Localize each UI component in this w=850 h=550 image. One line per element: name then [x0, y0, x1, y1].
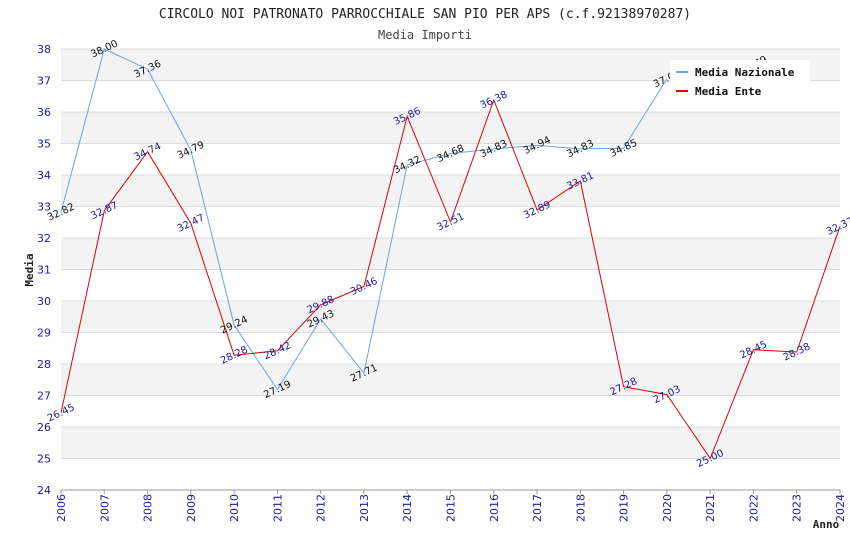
x-tick-label: 2006: [55, 494, 68, 522]
legend: Media Nazionale Media Ente: [670, 60, 810, 102]
y-tick-label: 27: [37, 390, 51, 403]
x-tick-label: 2010: [228, 494, 241, 522]
x-tick-label: 2008: [142, 494, 155, 522]
x-tick-label: 2013: [358, 494, 371, 522]
y-tick-label: 25: [37, 453, 51, 466]
y-tick-label: 31: [37, 264, 51, 277]
x-tick-label: 2018: [574, 494, 587, 522]
grid-band: [61, 301, 840, 333]
x-tick-label: 2014: [401, 494, 414, 522]
grid-band: [61, 427, 840, 459]
y-tick-label: 37: [37, 75, 51, 88]
x-tick-label: 2024: [834, 494, 847, 522]
x-tick-label: 2016: [488, 494, 501, 522]
series-line-media-ente: [60, 98, 841, 460]
x-tick-label: 2011: [271, 494, 284, 522]
legend-label: Media Ente: [695, 85, 762, 98]
x-tick-label: 2020: [661, 494, 674, 522]
y-tick-label: 34: [37, 169, 51, 182]
y-tick-label: 26: [37, 421, 51, 434]
x-tick-label: 2007: [98, 494, 111, 522]
x-tick-label: 2023: [791, 494, 804, 522]
x-tick-label: 2017: [531, 494, 544, 522]
series-lines: [60, 49, 841, 460]
y-tick-label: 35: [37, 138, 51, 151]
x-axis-label: Anno: [813, 518, 840, 531]
y-tick-label: 33: [37, 201, 51, 214]
y-tick-label: 30: [37, 295, 51, 308]
grid-band: [61, 395, 840, 427]
x-tick-label: 2019: [618, 494, 631, 522]
legend-box: [670, 60, 810, 102]
grid-band: [61, 332, 840, 364]
x-tick-label: 2021: [704, 494, 717, 522]
grid-band: [61, 238, 840, 270]
x-tick-label: 2012: [315, 494, 328, 522]
x-tick-label: 2009: [185, 494, 198, 522]
chart-title: CIRCOLO NOI PATRONATO PARROCCHIALE SAN P…: [159, 7, 691, 22]
chart-subtitle: Media Importi: [378, 28, 472, 42]
y-axis-label: Media: [23, 253, 36, 286]
grid-band: [61, 143, 840, 175]
grid-band: [61, 458, 840, 490]
y-tick-label: 32: [37, 232, 51, 245]
x-tick-label: 2022: [747, 494, 760, 522]
grid-band: [61, 175, 840, 207]
y-tick-label: 28: [37, 358, 51, 371]
gridlines: [60, 48, 841, 494]
y-axis-ticks: 24 25 26 27 28 29 30 31 32 33 34 35 36 37 38: [37, 43, 51, 497]
grid-band: [61, 112, 840, 144]
x-tick-label: 2015: [445, 494, 458, 522]
y-tick-label: 38: [37, 43, 51, 56]
x-axis-ticks: 2006 2007 2008 2009 2010 2011 2012 2013 2014 2015…: [55, 494, 847, 522]
legend-label: Media Nazionale: [695, 66, 795, 79]
grid-band: [61, 269, 840, 301]
grid-band: [61, 364, 840, 396]
y-tick-label: 36: [37, 106, 51, 119]
plot-background: [61, 49, 840, 490]
y-tick-label: 24: [37, 484, 51, 497]
y-tick-label: 29: [37, 327, 51, 340]
